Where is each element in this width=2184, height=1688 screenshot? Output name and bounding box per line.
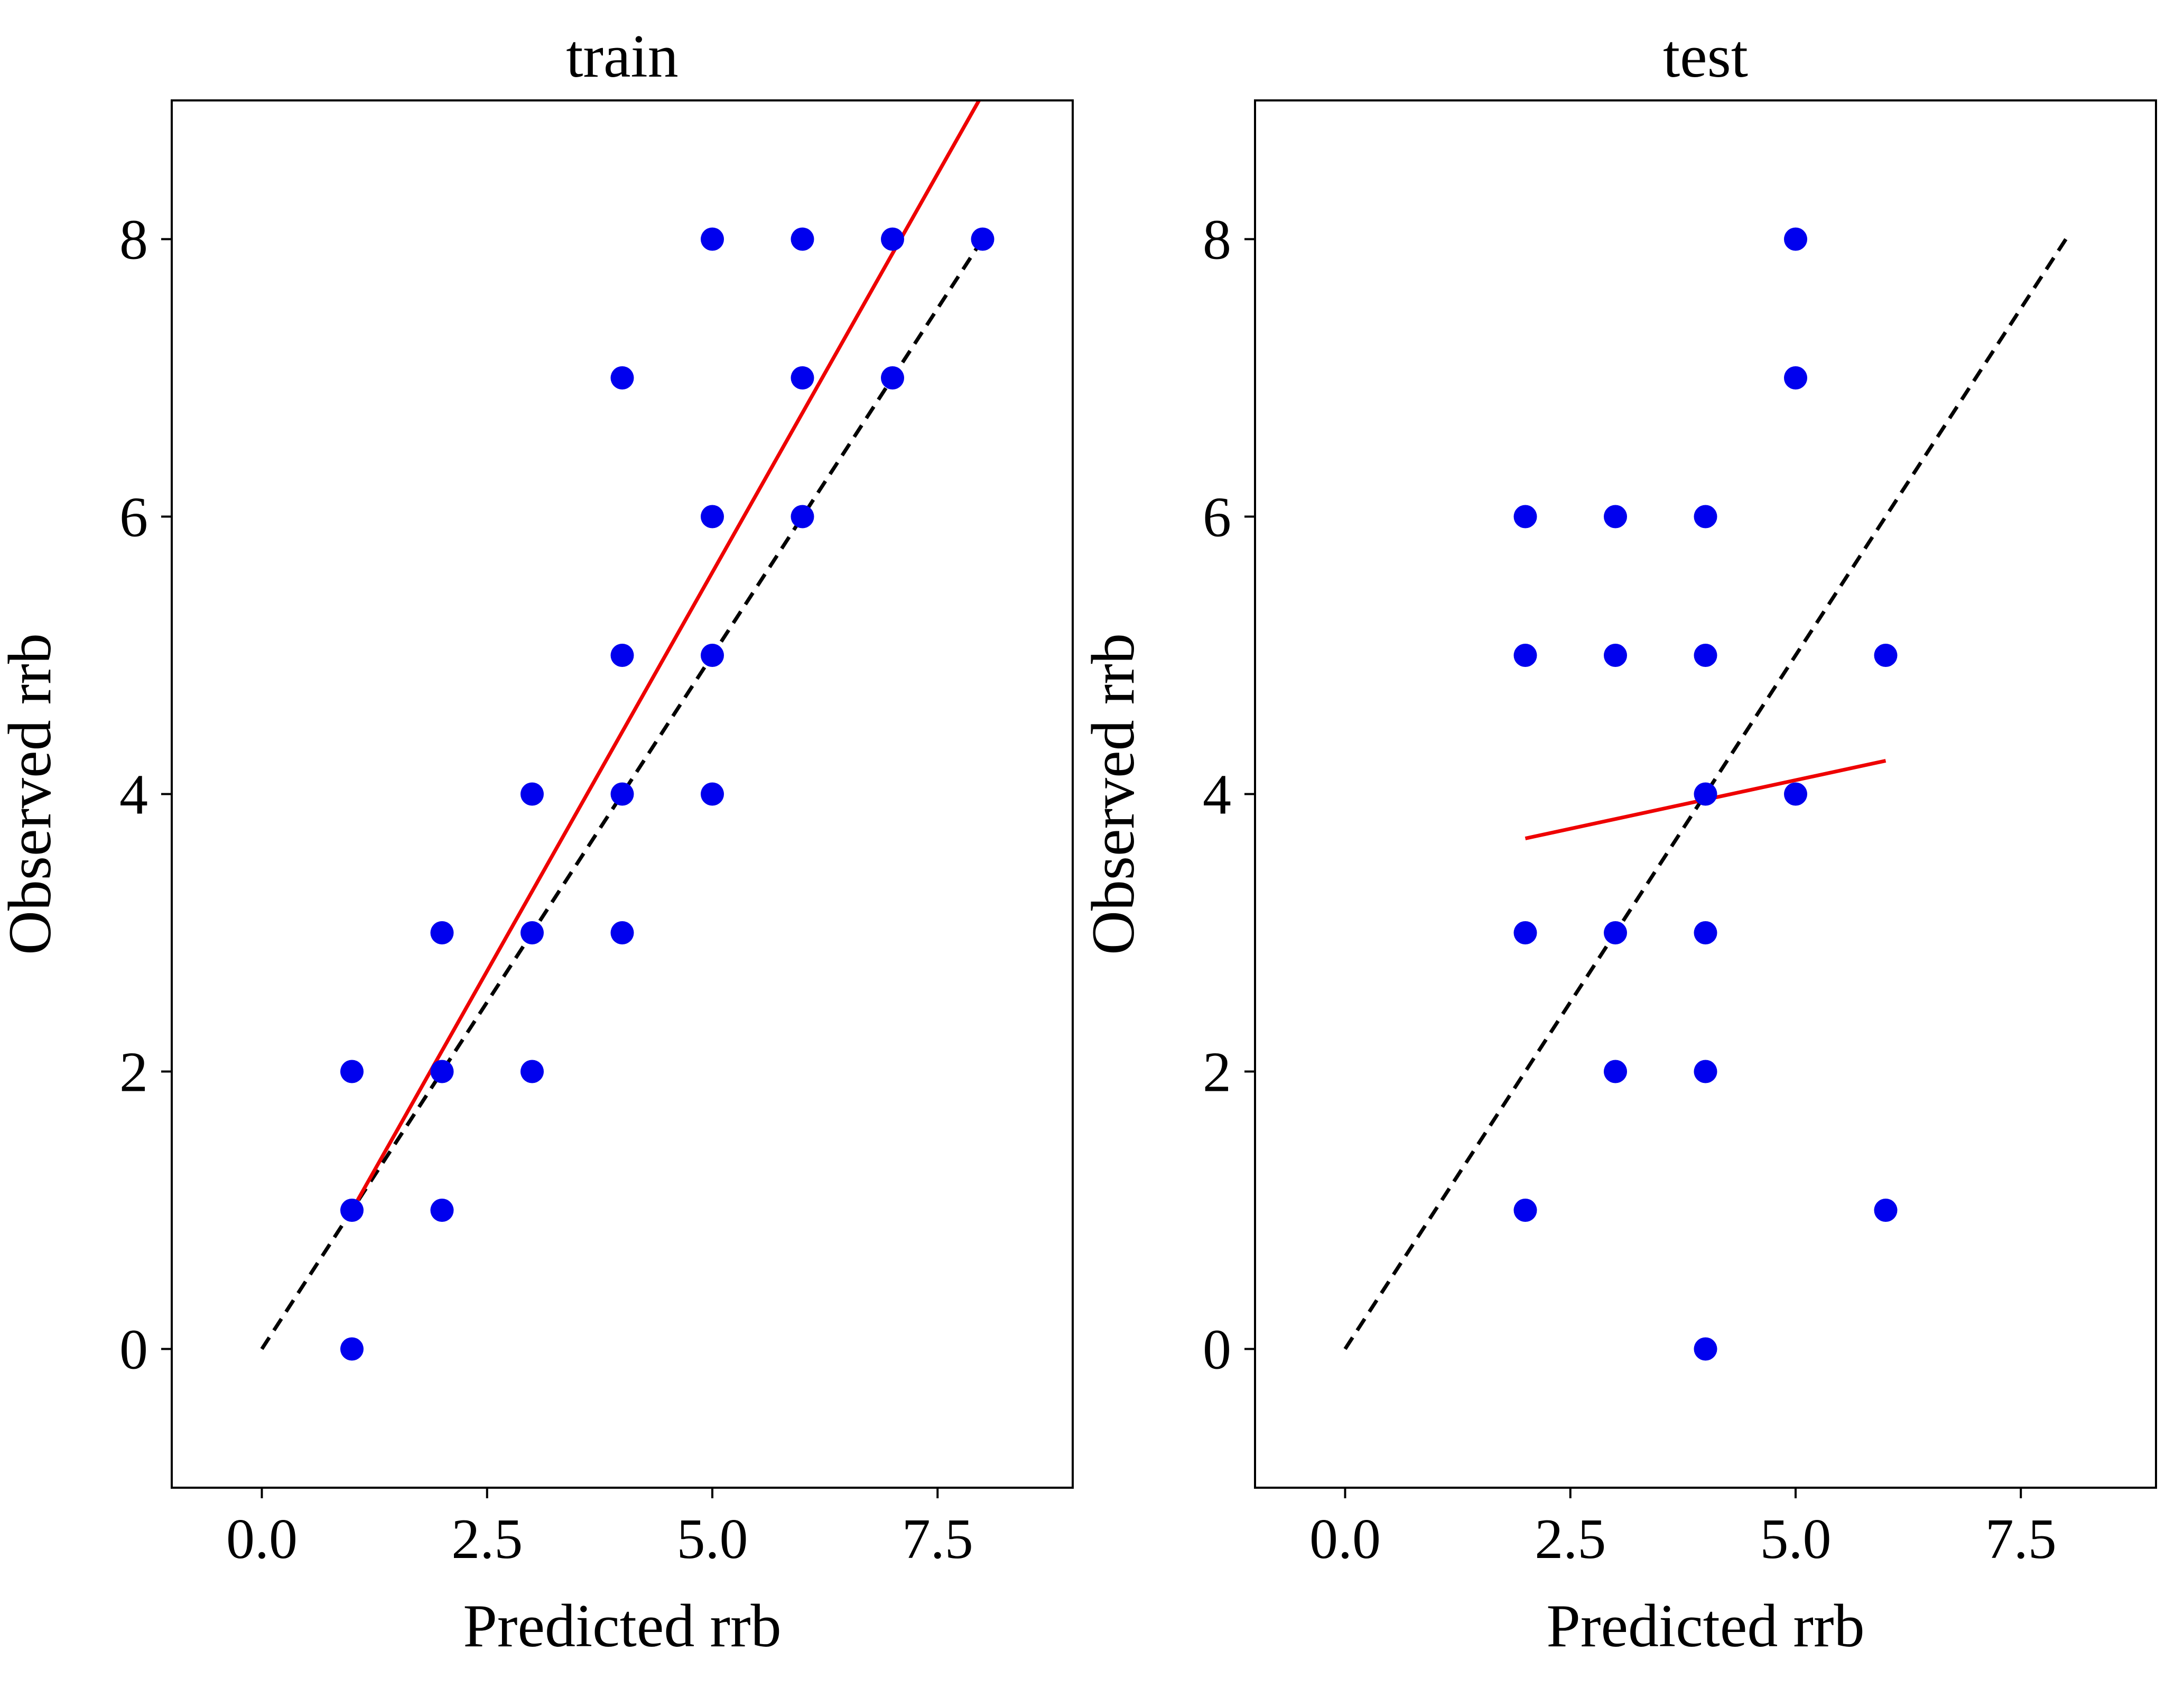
chart-title: test — [1663, 23, 1748, 90]
data-point — [1513, 1199, 1537, 1222]
data-point — [610, 921, 634, 944]
data-point — [521, 1060, 544, 1083]
data-point — [340, 1337, 364, 1361]
data-point — [1604, 644, 1627, 667]
data-point — [1784, 782, 1807, 806]
y-tick-label: 8 — [1203, 209, 1231, 272]
data-point — [881, 366, 904, 389]
x-tick-label: 2.5 — [1535, 1508, 1606, 1571]
data-point — [701, 505, 724, 528]
y-tick-label: 0 — [1203, 1319, 1231, 1381]
data-point — [1694, 644, 1717, 667]
data-point — [1694, 782, 1717, 806]
data-point — [701, 227, 724, 251]
data-point — [791, 366, 814, 389]
data-point — [1694, 1337, 1717, 1361]
y-axis-label: Observed rrb — [1080, 633, 1147, 955]
panel-test: 0.0 2.5 5.0 7.5 0 2 4 6 8 test Predicted rrb Observ… — [1080, 23, 2157, 1660]
data-point — [430, 1060, 454, 1083]
fit-line — [350, 100, 981, 1211]
panel-train: 0.0 2.5 5.0 7.5 0 2 4 6 8 train Predicted rrb Obser… — [0, 23, 1074, 1660]
y-tick-label: 6 — [119, 486, 148, 549]
data-point — [340, 1060, 364, 1083]
data-point — [701, 644, 724, 667]
data-point — [1784, 227, 1807, 251]
data-point — [1694, 1060, 1717, 1083]
x-tick-label: 5.0 — [1760, 1508, 1832, 1571]
data-point — [701, 782, 724, 806]
y-tick-label: 2 — [119, 1041, 148, 1104]
data-point — [791, 227, 814, 251]
data-point — [521, 921, 544, 944]
x-tick-label: 7.5 — [1985, 1508, 2057, 1571]
data-point — [1874, 1199, 1898, 1222]
data-point — [430, 1199, 454, 1222]
data-point — [971, 227, 995, 251]
data-point — [1604, 1060, 1627, 1083]
data-point — [1694, 921, 1717, 944]
data-point — [1513, 505, 1537, 528]
y-tick-label: 4 — [1203, 764, 1231, 827]
chart-title: train — [566, 23, 679, 90]
plot-area — [260, 100, 995, 1361]
x-tick-label: 7.5 — [902, 1508, 973, 1571]
x-tick-label: 0.0 — [226, 1508, 298, 1571]
data-point — [1604, 921, 1627, 944]
y-axis-label: Observed rrb — [0, 633, 64, 955]
y-tick-label: 0 — [119, 1319, 148, 1381]
data-point — [1784, 366, 1807, 389]
x-tick-label: 5.0 — [677, 1508, 748, 1571]
data-point — [1513, 644, 1537, 667]
x-tick-label: 0.0 — [1309, 1508, 1381, 1571]
y-tick-label: 8 — [119, 209, 148, 272]
data-point — [430, 921, 454, 944]
data-point — [1513, 921, 1537, 944]
x-axis-label: Predicted rrb — [1546, 1592, 1864, 1660]
data-point — [521, 782, 544, 806]
data-point — [1604, 505, 1627, 528]
data-point — [791, 505, 814, 528]
x-tick-label: 2.5 — [451, 1508, 523, 1571]
data-point — [340, 1199, 364, 1222]
data-point — [881, 227, 904, 251]
x-axis-label: Predicted rrb — [463, 1592, 781, 1660]
data-point — [610, 782, 634, 806]
data-point — [1874, 644, 1898, 667]
data-point — [1694, 505, 1717, 528]
data-point — [610, 366, 634, 389]
y-tick-label: 2 — [1203, 1041, 1231, 1104]
data-point — [610, 644, 634, 667]
y-tick-label: 6 — [1203, 486, 1231, 549]
plot-area — [1343, 227, 2068, 1361]
y-tick-label: 4 — [119, 764, 148, 827]
